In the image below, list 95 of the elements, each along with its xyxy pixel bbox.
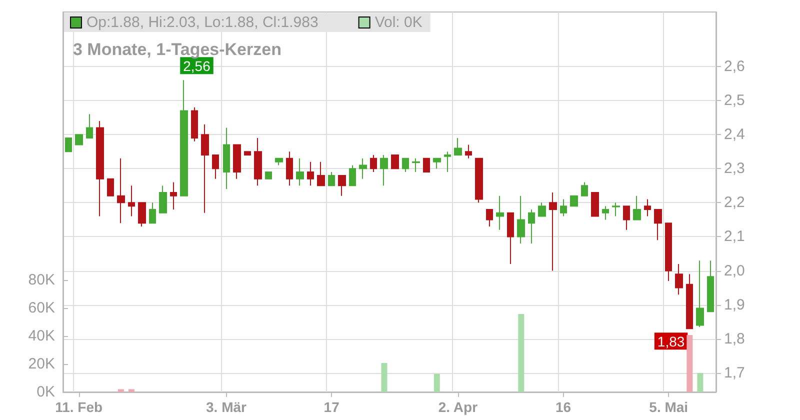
y2-tick-label: 80K	[28, 271, 55, 288]
candlestick	[433, 158, 441, 170]
y2-tick-label: 40K	[28, 327, 55, 344]
candlestick	[412, 158, 420, 173]
candlestick	[602, 206, 609, 220]
bar	[686, 335, 693, 392]
candlestick	[328, 172, 335, 186]
candlestick	[654, 208, 662, 241]
bar	[128, 389, 134, 392]
y2-tick-label: 20K	[28, 355, 55, 372]
candlestick	[265, 172, 272, 180]
candlestick	[180, 80, 188, 196]
candlestick	[233, 144, 241, 180]
candlestick	[338, 174, 346, 196]
candlestick	[402, 158, 409, 173]
bar	[434, 374, 440, 392]
candlestick	[75, 134, 83, 146]
candlestick	[159, 185, 167, 214]
y-tick-label: 2,6	[724, 58, 745, 75]
candlestick	[201, 124, 209, 214]
candlestick	[86, 114, 93, 138]
annotation: 2,56	[183, 58, 211, 74]
candlestick	[486, 208, 493, 228]
text: 3 Monate, 1-Tages-Kerzen	[73, 40, 282, 59]
bar	[697, 372, 704, 392]
x-tick-label: 16	[555, 399, 572, 415]
legend-label: Op:1.88, Hi:2.03, Lo:1.88, Cl:1.983	[86, 14, 318, 31]
candlestick	[286, 151, 293, 186]
x-tick-label: 17	[324, 399, 340, 415]
candlestick	[538, 202, 546, 217]
y2-tick-label: 60K	[28, 299, 55, 316]
candlestick	[359, 158, 367, 180]
y-tick-label: 2,2	[724, 194, 745, 212]
candlestick	[507, 212, 514, 264]
y-tick-label: 1,8	[724, 330, 745, 348]
candlestick	[149, 202, 156, 224]
candlestick	[423, 158, 430, 173]
candlestick	[370, 154, 377, 173]
candlestick	[128, 185, 135, 217]
candlestick	[254, 137, 262, 186]
y-tick-label: 2,0	[724, 262, 745, 280]
candlestick	[349, 164, 356, 186]
candlestick	[612, 202, 620, 217]
candlestick	[296, 158, 304, 186]
candlestick	[391, 154, 399, 170]
candlestick	[475, 158, 483, 204]
legend-label: Vol: 0K	[374, 14, 422, 31]
annotation: 1,83	[657, 334, 685, 350]
candlestick	[623, 206, 630, 230]
candlestick	[138, 202, 146, 228]
candlestick	[117, 158, 125, 224]
candlestick	[581, 182, 588, 196]
candlestick	[528, 208, 535, 244]
candlestick	[517, 195, 525, 244]
candlestick	[675, 263, 683, 296]
candlestick	[317, 161, 325, 186]
candlestick	[96, 120, 104, 217]
candlestick	[191, 106, 198, 142]
candlestick	[696, 260, 704, 328]
y-tick-label: 2,4	[724, 126, 745, 144]
candlestick	[560, 198, 567, 217]
y-tick-label: 1,9	[724, 296, 745, 314]
candlestick	[107, 178, 114, 196]
candlestick	[212, 154, 219, 180]
bar	[118, 389, 124, 392]
candlestick	[65, 137, 72, 152]
candlestick	[570, 195, 578, 207]
candlestick	[591, 192, 599, 217]
candlestick	[244, 151, 251, 156]
bar	[518, 314, 524, 392]
candlestick	[307, 161, 314, 186]
candlestick	[454, 137, 462, 156]
candlestick	[707, 260, 714, 312]
y-tick-label: 1,7	[724, 364, 745, 382]
y-tick-label: 2,5	[724, 92, 745, 110]
candlestick	[644, 198, 651, 217]
candlestick	[380, 154, 388, 186]
x-tick-label: 11. Feb	[55, 399, 103, 415]
x-tick-label: 5. Mai	[649, 399, 688, 415]
x-tick-label: 2. Apr	[438, 399, 478, 415]
candlestick	[275, 158, 283, 166]
y-tick-label: 2,3	[724, 160, 745, 178]
y-tick-label: 2,1	[724, 228, 745, 246]
candlestick	[496, 195, 504, 230]
candlestick	[633, 195, 641, 220]
bar	[381, 363, 388, 392]
x-tick-label: 3. Mär	[206, 399, 248, 415]
y2-tick-label: 0K	[36, 384, 55, 400]
candlestick	[444, 151, 451, 173]
candlestick	[549, 192, 557, 272]
candlestick	[170, 182, 177, 210]
candlestick	[223, 127, 230, 190]
candlestick	[665, 222, 672, 282]
candlestick	[686, 274, 693, 330]
candlestick	[465, 144, 472, 159]
